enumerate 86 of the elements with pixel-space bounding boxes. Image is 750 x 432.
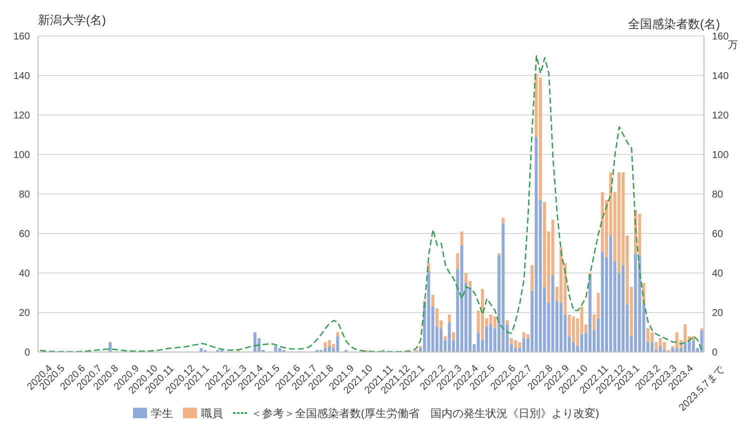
y-tick-label: 100 bbox=[13, 150, 30, 162]
bar bbox=[485, 326, 488, 352]
bar bbox=[510, 338, 513, 344]
y2-tick-label: 120 bbox=[712, 110, 730, 122]
bar bbox=[440, 328, 443, 352]
bar bbox=[427, 271, 430, 352]
y-tick-label: 120 bbox=[13, 110, 30, 122]
bar bbox=[588, 274, 592, 352]
bar bbox=[476, 332, 480, 352]
bar bbox=[617, 172, 620, 273]
y2-tick-label: 100 bbox=[712, 150, 730, 162]
bar bbox=[560, 302, 563, 352]
y-tick-label: 40 bbox=[18, 268, 30, 280]
legend-label: 学生 bbox=[150, 408, 173, 420]
bar bbox=[526, 334, 530, 338]
bar bbox=[609, 235, 612, 352]
y-tick-label: 60 bbox=[18, 229, 30, 240]
bar bbox=[654, 342, 658, 350]
bar bbox=[692, 340, 695, 352]
bar bbox=[444, 336, 447, 340]
y-tick-label: 80 bbox=[18, 190, 30, 201]
bar bbox=[464, 273, 468, 283]
bar bbox=[638, 255, 642, 352]
y-tick-label: 160 bbox=[13, 32, 30, 43]
bar bbox=[506, 320, 509, 324]
bar bbox=[108, 342, 112, 352]
bar bbox=[328, 340, 331, 346]
bar bbox=[662, 342, 666, 350]
y2-tick-label: 40 bbox=[712, 268, 724, 280]
y2-tick-label: 0 bbox=[712, 348, 718, 359]
bar bbox=[336, 336, 340, 352]
y-tick-label: 140 bbox=[13, 71, 30, 82]
bar bbox=[489, 314, 492, 324]
bar bbox=[502, 224, 505, 352]
bar bbox=[324, 342, 327, 348]
bar bbox=[448, 322, 451, 352]
bar bbox=[650, 342, 654, 352]
y2-axis-title: 全国感染者数(名) bbox=[628, 16, 720, 32]
bar bbox=[530, 265, 534, 291]
legend-label: 職員 bbox=[200, 408, 223, 420]
bar bbox=[522, 332, 526, 338]
bar bbox=[658, 338, 662, 346]
bar bbox=[675, 332, 678, 348]
bar bbox=[600, 251, 604, 352]
bar bbox=[332, 344, 336, 348]
bar bbox=[551, 274, 554, 352]
bar bbox=[534, 136, 538, 352]
bar bbox=[468, 286, 472, 352]
bar bbox=[684, 342, 687, 352]
bar bbox=[572, 316, 575, 342]
bar bbox=[274, 346, 278, 352]
y2-tick-label: 140 bbox=[712, 71, 730, 82]
bar bbox=[493, 316, 496, 328]
bar bbox=[580, 334, 584, 352]
bar bbox=[435, 308, 438, 326]
bar bbox=[522, 338, 526, 352]
bar bbox=[622, 265, 625, 352]
bar bbox=[538, 77, 542, 200]
bar bbox=[460, 232, 464, 246]
bar bbox=[502, 218, 505, 224]
legend-label: ＜参考＞全国感染者数(厚生労働省 国内の発生状況《日別》より改変) bbox=[250, 408, 600, 420]
bar bbox=[650, 332, 654, 342]
bar bbox=[480, 288, 484, 340]
bar bbox=[452, 332, 455, 340]
bar bbox=[688, 340, 691, 352]
bar bbox=[658, 346, 662, 352]
bar bbox=[518, 342, 522, 348]
y2-tick-label: 20 bbox=[712, 308, 724, 320]
bar bbox=[431, 294, 434, 307]
y2-tick-label: 60 bbox=[712, 229, 724, 240]
bar bbox=[646, 328, 650, 342]
bar bbox=[638, 214, 642, 256]
bar bbox=[460, 245, 464, 352]
bar bbox=[634, 253, 638, 352]
bar bbox=[328, 346, 331, 352]
y-tick-label: 0 bbox=[24, 348, 30, 359]
bar bbox=[489, 324, 492, 352]
bar bbox=[253, 332, 256, 352]
y-tick-label: 20 bbox=[18, 308, 30, 320]
y2-tick-label: 160 bbox=[712, 32, 730, 43]
y-axis-title: 新潟大学(名) bbox=[38, 12, 106, 29]
bar bbox=[514, 340, 518, 348]
bar bbox=[448, 314, 451, 322]
bar bbox=[456, 253, 460, 270]
y2-tick-label: 80 bbox=[712, 190, 724, 201]
text: 万 bbox=[728, 40, 738, 52]
